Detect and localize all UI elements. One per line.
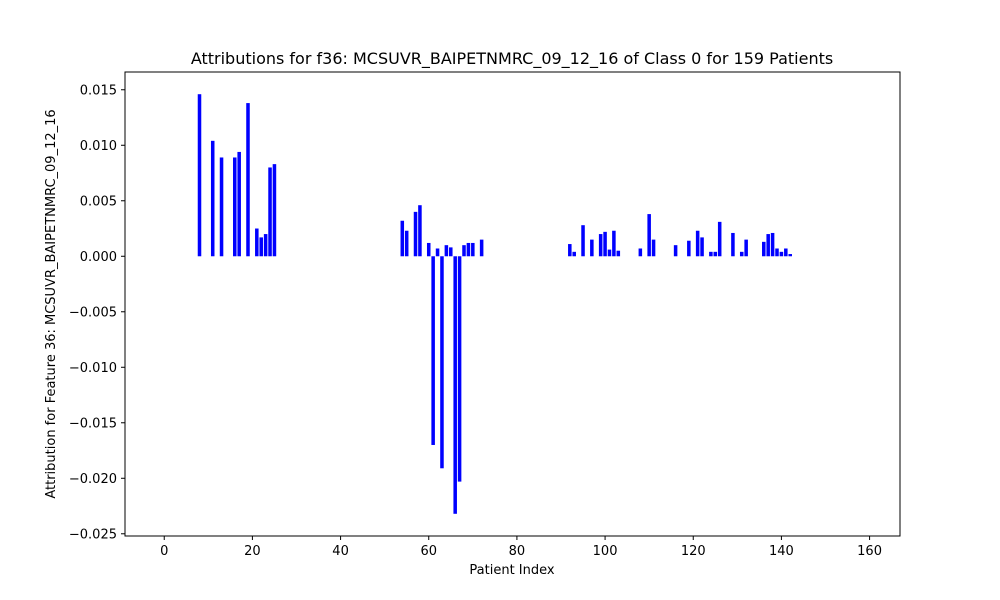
- x-axis-label: Patient Index: [469, 563, 554, 578]
- bar-patient-62: [435, 248, 440, 257]
- bar-patient-21: [255, 228, 259, 257]
- y-tick-label: 0.000: [80, 250, 117, 265]
- bar-patient-68: [462, 245, 466, 257]
- y-tick-label: 0.015: [80, 83, 117, 98]
- plot-frame: [124, 71, 901, 537]
- bar-patient-19: [246, 103, 250, 257]
- bar-patient-119: [687, 240, 691, 257]
- bar-patient-124: [709, 251, 713, 257]
- bar-patient-70: [471, 242, 475, 257]
- bar-patient-16: [233, 157, 237, 257]
- bar-patient-126: [717, 221, 722, 257]
- y-tick-label: 0.010: [80, 139, 117, 154]
- x-tick-label: 100: [593, 544, 618, 559]
- x-tick-label: 120: [681, 544, 706, 559]
- x-tick-label: 20: [244, 544, 261, 559]
- bar-patient-17: [237, 151, 241, 257]
- bar-patient-69: [466, 242, 471, 257]
- bar-patient-132: [744, 239, 748, 257]
- bar-patient-8: [197, 94, 202, 257]
- x-axis-ticks: 0 20 40 60 80 100 120 140 160: [160, 536, 882, 559]
- bar-patient-95: [581, 225, 585, 257]
- bar-patient-61: [431, 256, 435, 445]
- bar-patient-111: [651, 239, 656, 257]
- y-tick-label: −0.020: [69, 472, 117, 487]
- bar-patient-103: [616, 250, 621, 257]
- bar-patient-24: [268, 167, 272, 257]
- bar-patient-11: [210, 140, 215, 257]
- x-tick-label: 80: [509, 544, 526, 559]
- x-tick-label: 60: [420, 544, 437, 559]
- bar-patient-116: [673, 245, 678, 257]
- bar-patient-93: [572, 251, 576, 257]
- bar-patient-55: [404, 230, 409, 257]
- bar-patient-131: [739, 251, 744, 257]
- bar-patient-25: [272, 164, 277, 257]
- bar-patient-13: [219, 157, 224, 257]
- bar-patient-60: [426, 242, 431, 257]
- bar-patient-97: [590, 239, 594, 257]
- bar-patient-110: [647, 214, 651, 257]
- bar-patient-92: [568, 244, 572, 257]
- bar-patient-108: [638, 248, 643, 257]
- bar-patient-66: [453, 256, 457, 514]
- y-tick-label: 0.005: [80, 194, 117, 209]
- bar-patient-23: [263, 234, 268, 257]
- bar-patient-54: [400, 220, 405, 257]
- bar-patient-137: [766, 234, 770, 257]
- bar-patient-121: [695, 230, 700, 257]
- bar-patient-141: [784, 248, 788, 257]
- bar-patient-140: [779, 251, 784, 257]
- y-tick-label: −0.010: [69, 361, 117, 376]
- bar-patient-139: [775, 248, 779, 257]
- y-axis-label: Attribution for Feature 36: MCSUVR_BAIPE…: [44, 109, 59, 498]
- bar-patient-65: [449, 247, 453, 257]
- bar-patient-138: [770, 232, 775, 257]
- x-tick-label: 140: [769, 544, 794, 559]
- bar-patient-100: [603, 231, 607, 257]
- bar-patient-58: [418, 205, 422, 257]
- bar-patient-67: [457, 256, 462, 482]
- y-tick-label: −0.025: [69, 527, 117, 542]
- y-axis-ticks: −0.025 −0.020 −0.015 −0.010 −0.005 0.000 0.005…: [69, 83, 125, 542]
- y-tick-label: −0.005: [69, 305, 117, 320]
- bar-patient-129: [731, 232, 735, 257]
- x-tick-label: 40: [332, 544, 349, 559]
- bars-group: [197, 94, 792, 514]
- x-tick-label: 0: [160, 544, 168, 559]
- y-tick-label: −0.015: [69, 416, 117, 431]
- bar-patient-142: [788, 254, 792, 257]
- bar-patient-101: [607, 249, 612, 257]
- bar-patient-72: [479, 239, 484, 257]
- bar-patient-57: [413, 211, 418, 257]
- x-tick-label: 160: [857, 544, 882, 559]
- bar-patient-64: [444, 245, 449, 257]
- bar-patient-136: [762, 241, 766, 257]
- bar-patient-102: [612, 230, 616, 257]
- bar-patient-125: [713, 251, 718, 257]
- bar-patient-22: [259, 237, 263, 257]
- bar-patient-63: [440, 256, 444, 469]
- bar-patient-122: [700, 237, 704, 257]
- chart-title: Attributions for f36: MCSUVR_BAIPETNMRC_…: [191, 49, 833, 69]
- bar-patient-99: [598, 234, 603, 257]
